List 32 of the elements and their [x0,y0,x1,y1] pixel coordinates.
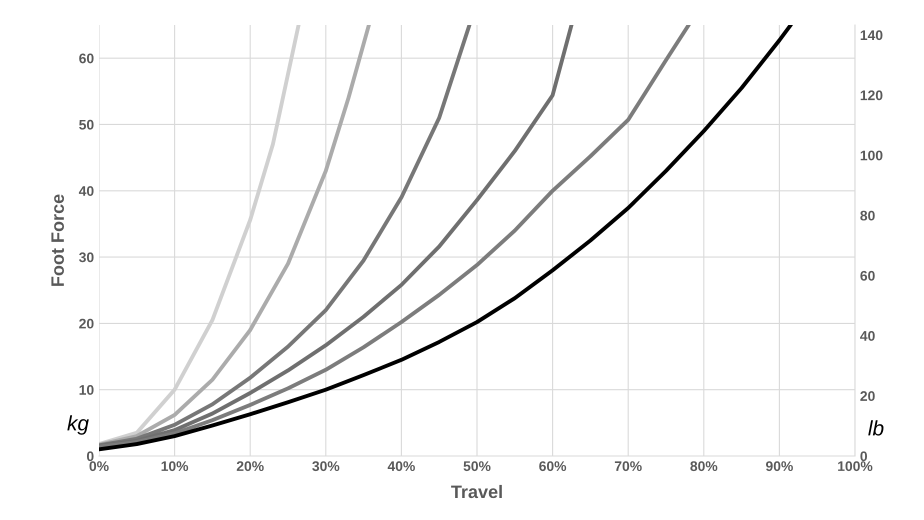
x-tick-label: 90% [766,461,793,472]
y-tick-label: 10 [80,385,94,395]
y2-tick-label: 80 [860,210,875,221]
x-tick-label: 30% [312,461,340,472]
x-tick-label: 60% [539,461,566,472]
line-series [99,25,793,452]
x-tick-label: 100% [838,461,872,472]
line-series [99,25,691,449]
y2-tick-label: 40 [860,331,875,341]
x-tick-label: 20% [236,461,264,472]
x-tick-label: 10% [162,461,188,472]
y-tick-label: 20 [79,318,94,329]
y-tick-label: 30 [79,252,94,262]
x-tick-label: 70% [614,461,642,472]
x-tick-label: 50% [464,461,491,472]
text: kg [67,415,89,435]
y2-tick-label: 20 [860,391,875,402]
y2-tick-label: 100 [860,150,882,160]
y2-tick-label: 120 [860,90,882,100]
x-tick-label: 40% [388,461,415,472]
y2-tick-label: 0 [860,451,868,462]
text: lb [868,420,884,436]
x-axis-title: Travel [451,484,502,498]
x-tick-label: 0% [90,461,109,472]
y-tick-label: 40 [78,186,94,196]
y-tick-label: 50 [79,120,94,130]
y-tick-label: 60 [79,53,94,64]
y-axis-title: Foot Force [51,194,64,286]
y2-tick-label: 140 [860,30,882,40]
y-tick-label: 0 [86,451,94,462]
x-tick-label: 80% [690,461,718,472]
y2-tick-label: 60 [860,270,875,281]
